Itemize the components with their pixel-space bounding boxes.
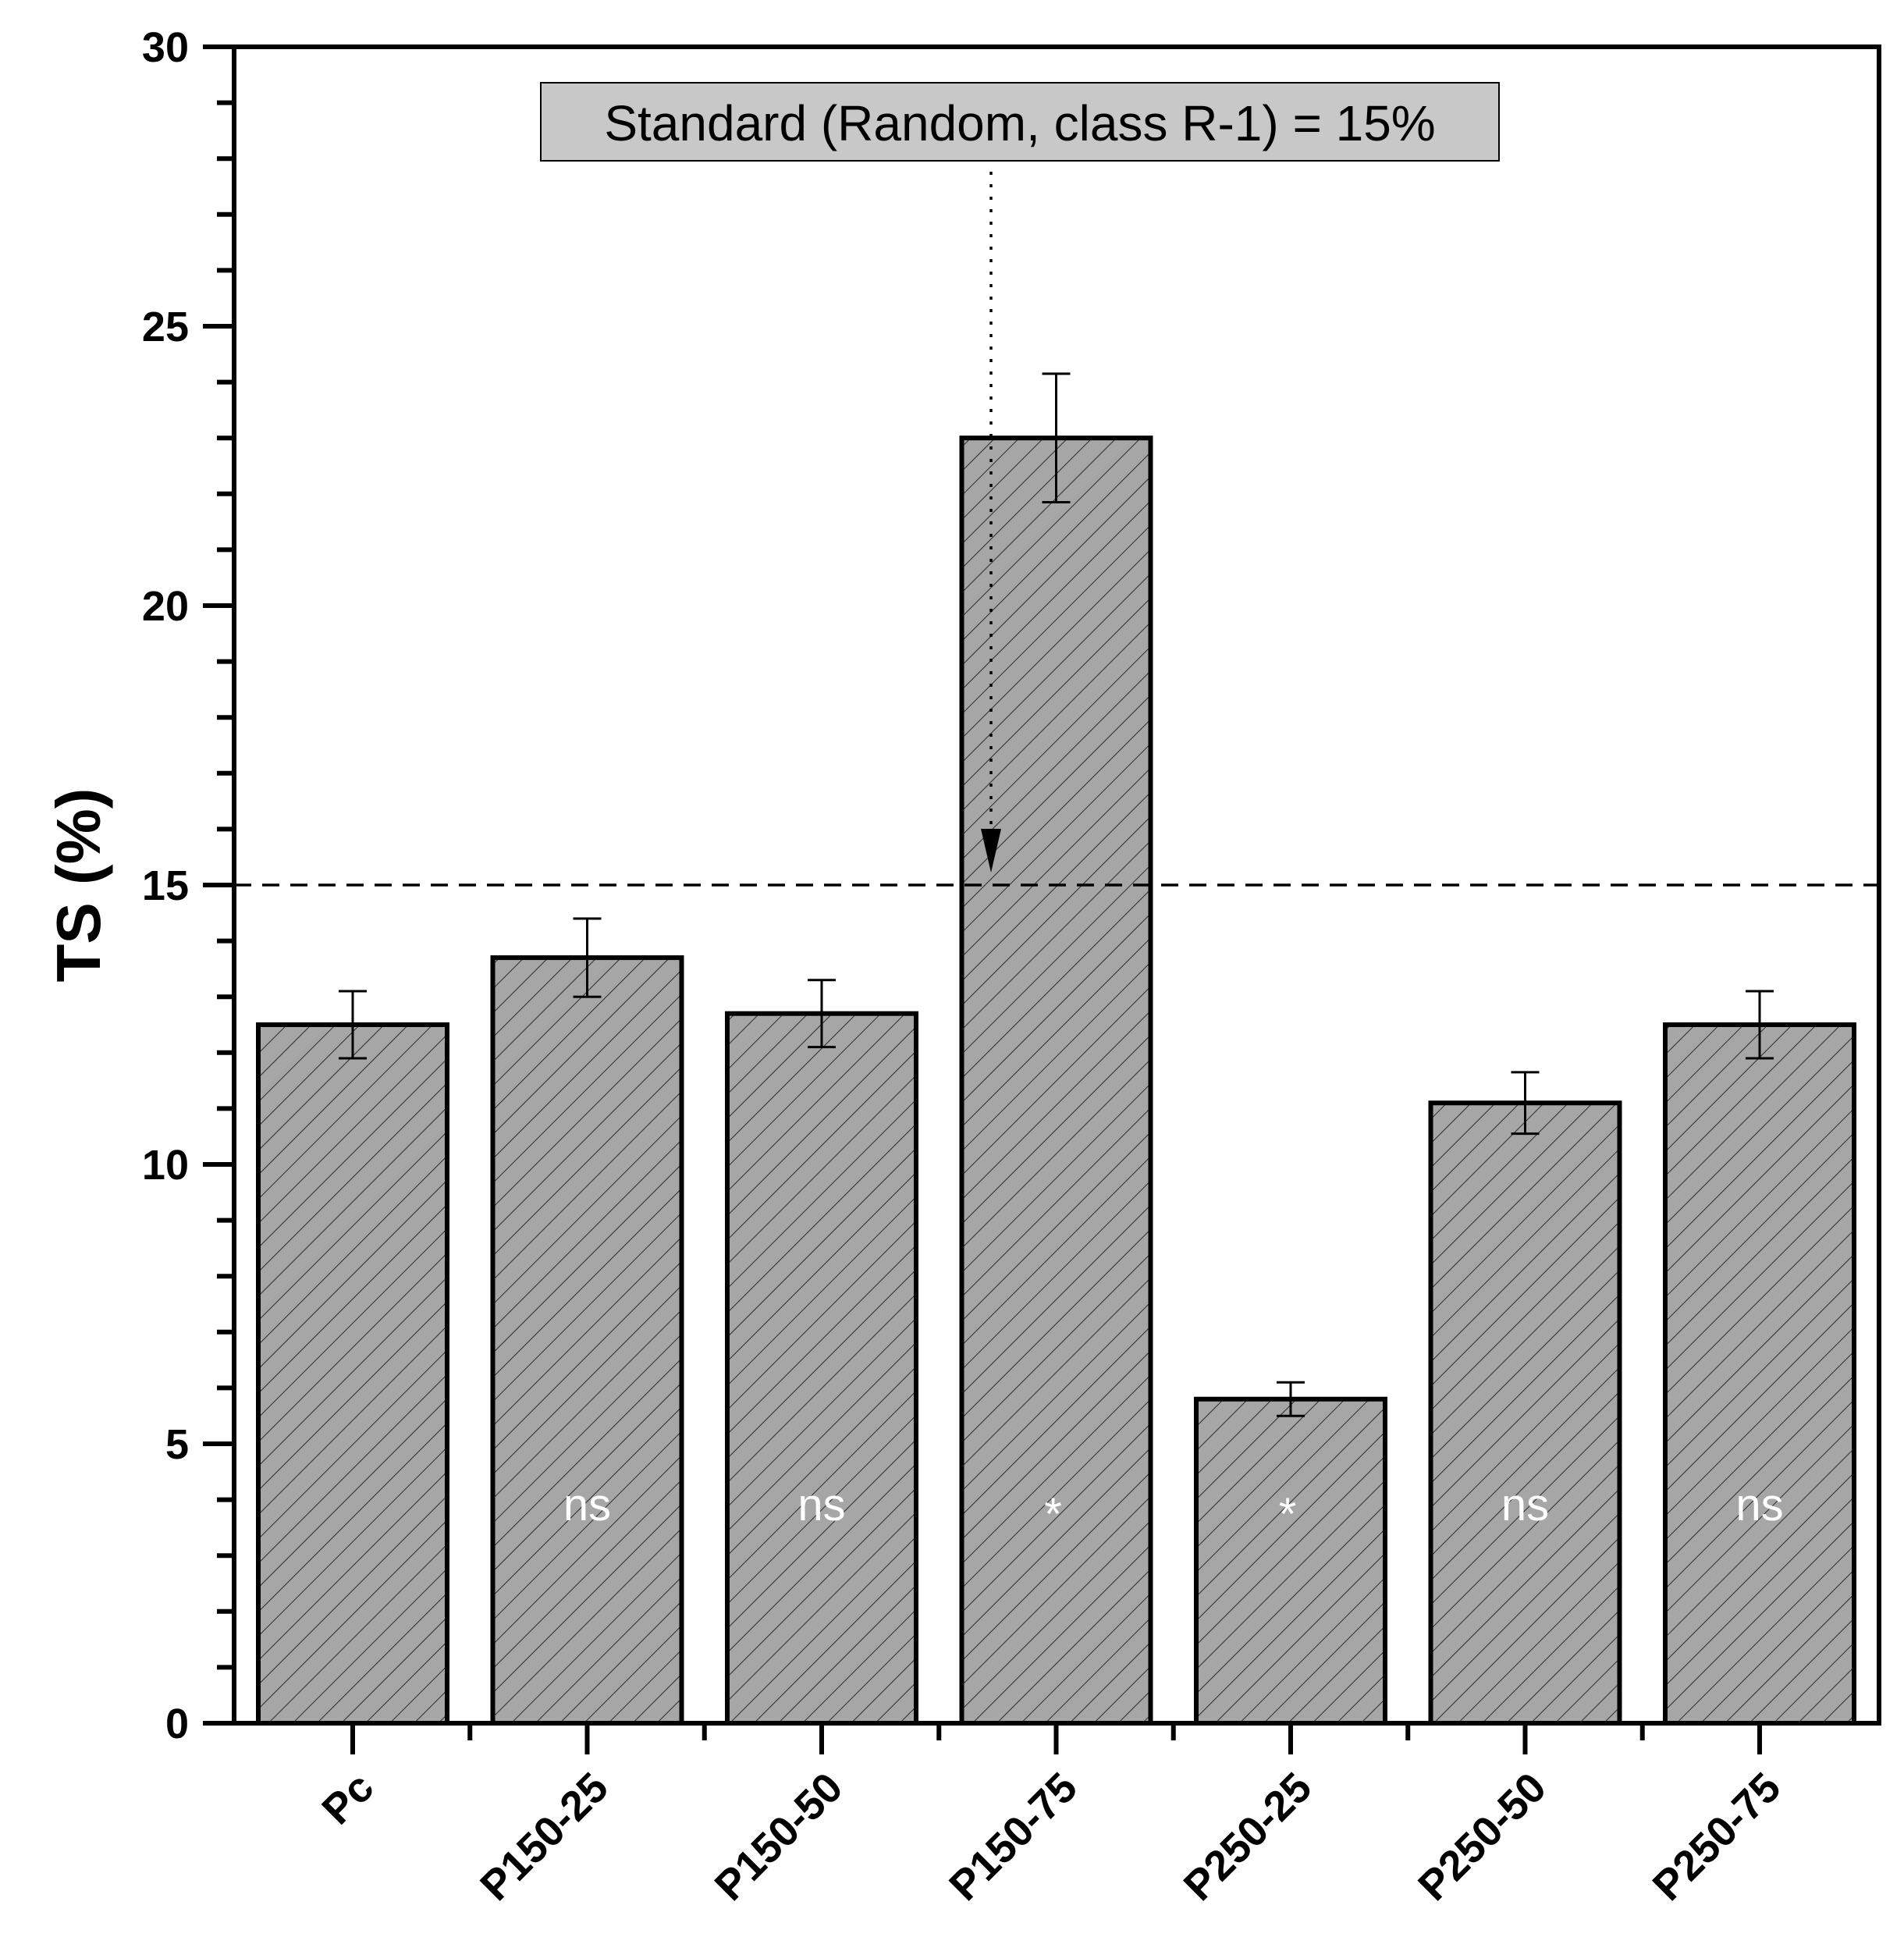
x-tick-label-p150-75: P150-75 bbox=[940, 1764, 1086, 1910]
y-tick-label: 5 bbox=[165, 1421, 189, 1468]
annotation-box bbox=[540, 82, 1500, 162]
error-bar-p150-50 bbox=[808, 979, 836, 1049]
error-bar-p150-75 bbox=[1042, 372, 1071, 504]
y-axis-title: TS (%) bbox=[44, 788, 113, 983]
x-tick-label-p250-25: P250-25 bbox=[1175, 1764, 1321, 1910]
significance-label-p250-75: ns bbox=[1735, 1480, 1783, 1530]
standard-annotation: Standard (Random, class R-1) = 15% bbox=[540, 82, 1500, 873]
annotation-text: Standard (Random, class R-1) = 15% bbox=[604, 95, 1435, 151]
bar-hatch-p250-50 bbox=[1428, 1100, 1622, 1726]
y-tick-label: 20 bbox=[142, 583, 189, 630]
x-tick-label-p150-25: P150-25 bbox=[471, 1764, 617, 1910]
significance-label-p150-75: * bbox=[1044, 1489, 1062, 1540]
y-tick-label: 10 bbox=[142, 1142, 189, 1189]
y-tick-label: 15 bbox=[142, 862, 189, 909]
x-tick-label-p250-75: P250-75 bbox=[1644, 1764, 1790, 1910]
x-tick-label-p150-50: P150-50 bbox=[706, 1764, 852, 1910]
x-tick-label-p250-50: P250-50 bbox=[1409, 1764, 1555, 1910]
error-bar-p250-25 bbox=[1277, 1381, 1305, 1417]
error-bar-pc bbox=[339, 990, 367, 1060]
error-bar-p250-75 bbox=[1746, 990, 1774, 1060]
y-tick-label: 25 bbox=[142, 304, 189, 350]
bar-hatch-p150-25 bbox=[490, 955, 684, 1726]
bar-hatch-p250-75 bbox=[1663, 1022, 1856, 1726]
bar-hatch-pc bbox=[256, 1022, 449, 1726]
x-tick-label-pc: Pc bbox=[313, 1764, 382, 1833]
error-bar-p150-25 bbox=[573, 917, 602, 998]
significance-label-p250-25: * bbox=[1279, 1489, 1297, 1540]
y-tick-label: 0 bbox=[165, 1701, 189, 1747]
significance-label-p150-25: ns bbox=[563, 1480, 611, 1530]
bar-hatch-p250-25 bbox=[1194, 1396, 1387, 1726]
significance-label-p150-50: ns bbox=[797, 1480, 845, 1530]
annotation-arrow-head bbox=[981, 829, 1001, 873]
bar-hatch-p150-50 bbox=[725, 1011, 918, 1726]
significance-label-p250-50: ns bbox=[1501, 1480, 1549, 1530]
y-tick-label: 30 bbox=[142, 24, 189, 71]
error-bar-p250-50 bbox=[1511, 1071, 1540, 1136]
bar-hatch-p150-75 bbox=[959, 435, 1153, 1726]
